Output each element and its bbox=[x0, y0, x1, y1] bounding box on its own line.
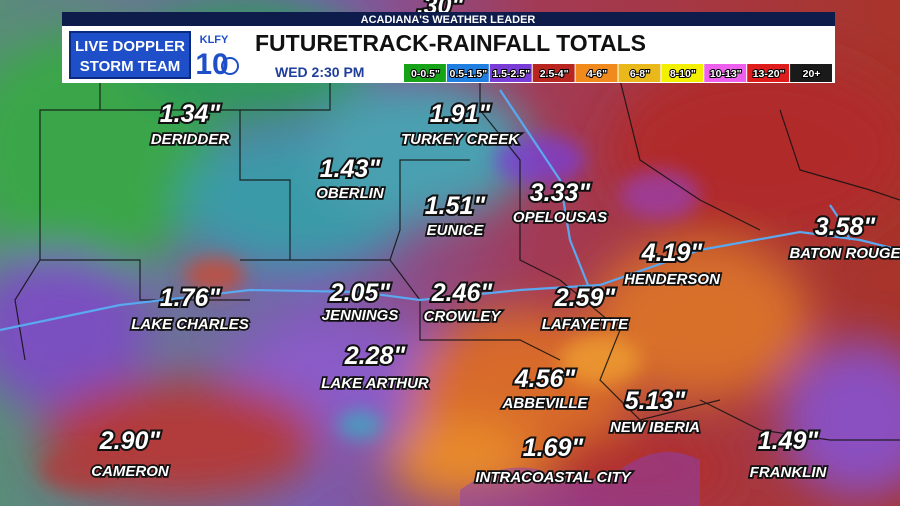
city-name: OBERLIN bbox=[316, 185, 385, 202]
legend-swatch bbox=[661, 64, 704, 82]
city-name: OPELOUSAS bbox=[513, 209, 607, 226]
city-name: BATON ROUGE bbox=[789, 245, 900, 262]
station: KLFY bbox=[200, 34, 229, 46]
legend-label: 0-0.5" bbox=[411, 68, 440, 80]
city-name: HENDERSON bbox=[624, 271, 721, 288]
cities: 1.34" DERIDDER 1.91" TURKEY CREEK 1.43" OBERL… bbox=[90, 98, 900, 488]
city-name: CROWLEY bbox=[424, 308, 503, 325]
legend-label: 13-20" bbox=[753, 68, 785, 80]
legend-label: 20+ bbox=[803, 68, 821, 80]
legend-label: 2.5-4" bbox=[540, 68, 569, 80]
legend-swatch bbox=[704, 64, 747, 82]
legend-swatch bbox=[532, 64, 575, 82]
city-value: 1.91" bbox=[430, 100, 492, 128]
city-name: CAMERON bbox=[91, 463, 170, 480]
coast bbox=[460, 452, 700, 506]
city-value: 2.59" bbox=[554, 284, 617, 312]
city-value: 1.76" bbox=[160, 284, 222, 312]
brand-line: LIVE DOPPLER bbox=[75, 38, 185, 55]
legend-label: 4-6" bbox=[587, 68, 607, 80]
city-name: JENNINGS bbox=[322, 307, 399, 324]
city-name: LAFAYETTE bbox=[542, 316, 629, 333]
city-value: 1.49" bbox=[758, 427, 820, 455]
city-value: 1.51" bbox=[425, 192, 487, 220]
city-value: 1.69" bbox=[523, 434, 585, 462]
legend-swatch bbox=[446, 64, 489, 82]
legend-swatch bbox=[489, 64, 532, 82]
city-name: NEW IBERIA bbox=[610, 419, 700, 436]
brand-line: STORM TEAM bbox=[80, 58, 181, 75]
legend-swatch bbox=[404, 64, 446, 82]
header: ACADIANA'S WEATHER LEADER LIVE DOPPLER S… bbox=[62, 12, 835, 83]
brand-box bbox=[69, 31, 191, 79]
legend-swatch bbox=[575, 64, 618, 82]
city-name: LAKE CHARLES bbox=[131, 316, 249, 333]
legend-swatch bbox=[790, 64, 832, 82]
network-eye bbox=[221, 57, 239, 75]
city-value: 2.90" bbox=[99, 427, 162, 455]
city-name: ABBEVILLE bbox=[501, 395, 588, 412]
city-value: 1.34" bbox=[160, 100, 222, 128]
city-name: DERIDDER bbox=[151, 131, 230, 148]
city-value: 2.05" bbox=[329, 279, 392, 307]
boundaries bbox=[14, 40, 900, 441]
city-name: FRANKLIN bbox=[750, 464, 828, 481]
city-value: 3.58" bbox=[815, 213, 877, 241]
legend-swatch bbox=[747, 64, 790, 82]
city-name: INTRACOASTAL CITY bbox=[475, 469, 632, 486]
legend-label: 10-13" bbox=[710, 68, 742, 80]
city-value: 2.46" bbox=[431, 279, 494, 307]
city-value: 4.56" bbox=[514, 365, 577, 393]
city-value: 1.43" bbox=[320, 155, 382, 183]
city-name: TURKEY CREEK bbox=[401, 131, 520, 148]
legend-label: 0.5-1.5" bbox=[450, 68, 488, 80]
legend-label: 8-10" bbox=[670, 68, 696, 80]
legend-label: 1.5-2.5" bbox=[492, 68, 530, 80]
tagline: ACADIANA'S WEATHER LEADER bbox=[361, 14, 536, 26]
rivers bbox=[0, 89, 900, 332]
city-name: EUNICE bbox=[427, 222, 485, 239]
legend-swatch bbox=[618, 64, 661, 82]
channel: 10 bbox=[195, 48, 228, 81]
title: FUTURETRACK-RAINFALL TOTALS bbox=[255, 30, 646, 56]
tagline-bar bbox=[62, 12, 835, 26]
city-value: 5.13" bbox=[625, 387, 687, 415]
city-value: 2.28" bbox=[344, 342, 407, 370]
legend: 0-0.5" 0.5-1.5" 1.5-2.5" 2.5-4" 4-6" 6-8" 8-10… bbox=[404, 64, 832, 82]
city-value: 3.33" bbox=[530, 179, 592, 207]
legend-label: 6-8" bbox=[630, 68, 650, 80]
time: WED 2:30 PM bbox=[275, 64, 364, 80]
city-name: LAKE ARTHUR bbox=[321, 375, 429, 392]
city-value: 4.19" bbox=[641, 239, 704, 267]
